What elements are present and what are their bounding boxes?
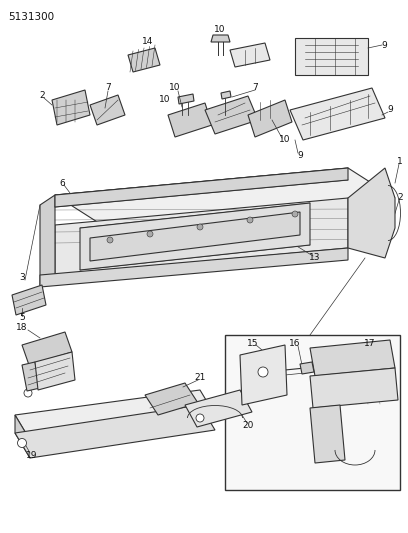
Polygon shape [290,88,385,140]
Polygon shape [22,332,72,365]
Circle shape [147,231,153,237]
Polygon shape [211,35,230,42]
Text: 2: 2 [39,91,45,100]
Text: 2: 2 [397,193,403,203]
Text: 9: 9 [297,150,303,159]
Text: 7: 7 [105,84,111,93]
Polygon shape [300,362,314,374]
Text: 21: 21 [194,374,206,383]
Polygon shape [40,195,55,285]
Text: 10: 10 [159,95,171,104]
Polygon shape [240,345,287,405]
Circle shape [107,237,113,243]
Text: 15: 15 [247,338,259,348]
Circle shape [258,367,268,377]
Polygon shape [15,415,30,458]
Text: 5: 5 [19,313,25,322]
Polygon shape [230,43,270,67]
Text: 10: 10 [169,84,181,93]
Circle shape [24,389,32,397]
Bar [225,335,400,490]
Polygon shape [310,340,395,376]
Polygon shape [310,405,345,463]
Polygon shape [35,352,75,390]
Text: 13: 13 [309,254,321,262]
Polygon shape [90,212,300,261]
Circle shape [197,224,203,230]
Text: 17: 17 [364,338,376,348]
Text: 3: 3 [19,273,25,282]
Polygon shape [221,91,231,99]
Circle shape [18,439,27,448]
Text: 14: 14 [142,37,154,46]
Polygon shape [310,368,398,408]
Circle shape [292,211,298,217]
Polygon shape [168,103,212,137]
Text: 20: 20 [242,421,254,430]
Polygon shape [145,383,198,415]
Polygon shape [185,390,252,427]
Text: 16: 16 [289,338,301,348]
Polygon shape [178,94,194,104]
Polygon shape [15,405,215,458]
Polygon shape [90,95,125,125]
Polygon shape [55,198,348,275]
Text: 7: 7 [252,84,258,93]
Circle shape [196,414,204,422]
Text: 1: 1 [397,157,403,166]
Polygon shape [15,390,215,440]
Polygon shape [52,90,90,125]
Text: 19: 19 [26,450,38,459]
Text: 9: 9 [381,41,387,50]
Polygon shape [40,248,348,287]
Polygon shape [295,38,368,75]
Polygon shape [55,168,348,207]
Text: 6: 6 [59,179,65,188]
Polygon shape [348,168,395,258]
Polygon shape [128,48,160,72]
Text: 18: 18 [16,322,28,332]
Polygon shape [12,285,46,315]
Polygon shape [22,362,40,391]
Text: 10: 10 [214,26,226,35]
Polygon shape [248,100,292,137]
Text: 10: 10 [279,135,291,144]
Polygon shape [55,168,395,225]
Text: 5131300: 5131300 [8,12,54,22]
Text: 9: 9 [387,106,393,115]
Polygon shape [80,203,310,270]
Circle shape [247,217,253,223]
Polygon shape [205,96,258,134]
